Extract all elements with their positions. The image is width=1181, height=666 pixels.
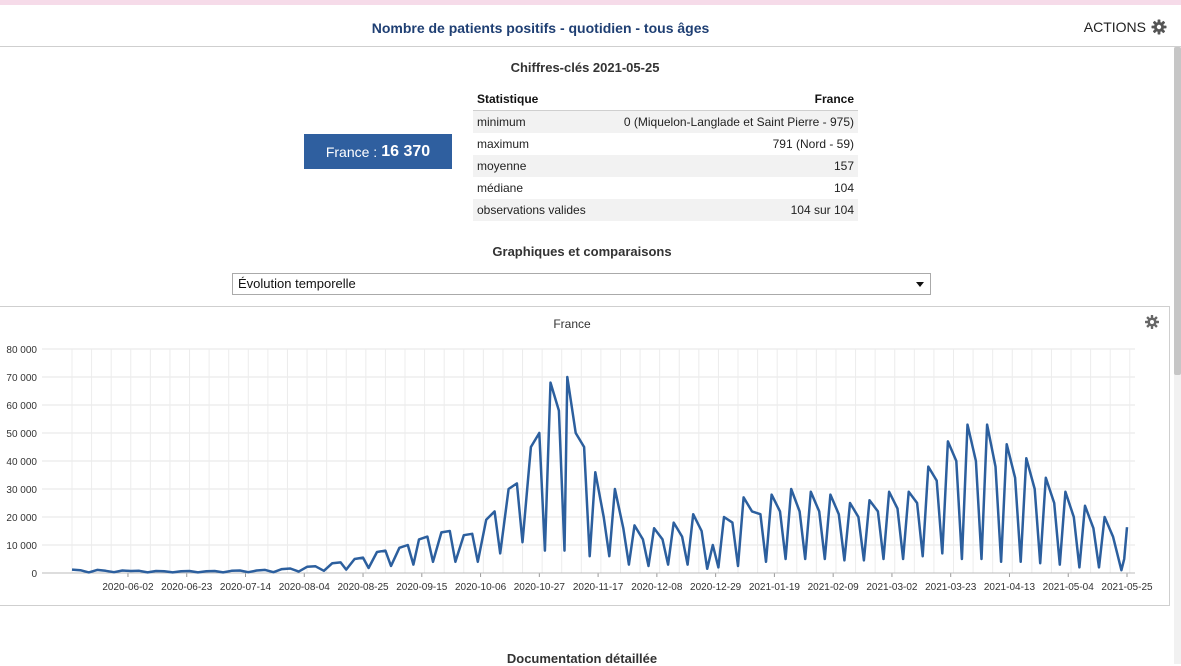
stat-label: maximum <box>477 137 530 151</box>
stats-header-statistique: Statistique <box>473 88 600 111</box>
y-tick-label: 40 000 <box>6 457 37 468</box>
scrollbar-thumb[interactable] <box>1174 47 1181 375</box>
graphs-title: Graphiques et comparaisons <box>492 244 672 259</box>
france-total-badge: France : 16 370 <box>304 134 452 169</box>
x-tick-label: 2021-03-23 <box>925 582 977 593</box>
x-tick-label: 2021-03-02 <box>866 582 918 593</box>
y-tick-label: 80 000 <box>6 345 37 356</box>
chart-title: France <box>553 317 591 331</box>
stat-value: 157 <box>599 155 858 177</box>
stat-value: 0 (Miquelon-Langlade et Saint Pierre - 9… <box>599 110 858 133</box>
documentation-title: Documentation détaillée <box>506 651 658 666</box>
y-tick-label: 0 <box>31 569 37 580</box>
y-tick-label: 50 000 <box>6 429 37 440</box>
y-tick-label: 60 000 <box>6 401 37 412</box>
x-tick-label: 2020-08-25 <box>337 582 389 593</box>
table-row: minimum 0 (Miquelon-Langlade et Saint Pi… <box>473 110 858 133</box>
stat-label: médiane <box>477 181 524 195</box>
table-row: observations valides 104 sur 104 <box>473 199 858 221</box>
x-tick-label: 2020-06-23 <box>161 582 213 593</box>
x-tick-label: 2021-05-04 <box>1043 582 1095 593</box>
keyfigures-title: Chiffres-clés 2021-05-25 <box>510 60 660 75</box>
chart-container <box>0 306 1170 606</box>
page-title: Nombre de patients positifs - quotidien … <box>371 20 710 36</box>
line-chart: 0 10 000 20 000 30 000 40 000 50 000 60 000 70 … <box>6 315 1159 593</box>
x-tick-label: 2021-02-09 <box>808 582 860 593</box>
chart-axes: 0 10 000 20 000 30 000 40 000 50 000 60 000 70 … <box>6 345 1153 593</box>
table-row: moyenne 157 <box>473 155 858 177</box>
top-strip <box>0 0 1181 5</box>
stats-table: Statistique France minimum 0 (Miquelon-L… <box>473 88 858 221</box>
chart-settings-button[interactable] <box>1145 315 1159 329</box>
badge-label: France : <box>325 143 378 160</box>
header: Nombre de patients positifs - quotidien … <box>0 5 1181 47</box>
stat-value: 791 (Nord - 59) <box>772 137 854 151</box>
gear-icon <box>1151 19 1167 35</box>
x-tick-label: 2020-07-14 <box>220 582 272 593</box>
x-tick-label: 2020-12-29 <box>690 582 742 593</box>
stat-label: minimum <box>473 110 600 133</box>
x-tick-label: 2021-01-19 <box>749 582 801 593</box>
actions-label: ACTIONS <box>1083 19 1146 35</box>
x-tick-label: 2020-06-02 <box>102 582 154 593</box>
chart-type-select-value: Évolution temporelle <box>238 276 356 291</box>
chart-type-select[interactable]: Évolution temporelle <box>232 273 931 295</box>
x-tick-label: 2021-05-25 <box>1101 582 1153 593</box>
x-tick-label: 2020-10-06 <box>455 582 507 593</box>
stat-label: observations valides <box>473 199 600 221</box>
gear-icon <box>1145 315 1159 329</box>
table-row: médiane 104 <box>473 177 858 199</box>
table-row: maximum 791 (Nord - 59) <box>473 133 858 155</box>
x-tick-label: 2021-04-13 <box>984 582 1036 593</box>
badge-value: 16 370 <box>381 142 431 160</box>
x-tick-label: 2020-10-27 <box>514 582 566 593</box>
x-tick-label: 2020-08-04 <box>279 582 331 593</box>
stats-header-row: Statistique France <box>473 88 858 111</box>
stat-label: moyenne <box>473 155 600 177</box>
y-tick-label: 20 000 <box>6 513 37 524</box>
y-tick-label: 10 000 <box>6 541 37 552</box>
chart-series-line <box>71 375 1129 574</box>
stat-value: 104 <box>833 181 854 195</box>
y-tick-label: 30 000 <box>6 485 37 496</box>
stat-value: 104 sur 104 <box>599 199 858 221</box>
x-tick-label: 2020-11-17 <box>573 582 624 593</box>
x-tick-label: 2020-12-08 <box>631 582 683 593</box>
chevron-down-icon <box>916 282 924 287</box>
stats-header-france: France <box>599 88 858 111</box>
x-tick-label: 2020-09-15 <box>396 582 448 593</box>
actions-button[interactable]: ACTIONS <box>1084 19 1167 35</box>
y-tick-label: 70 000 <box>6 373 37 384</box>
